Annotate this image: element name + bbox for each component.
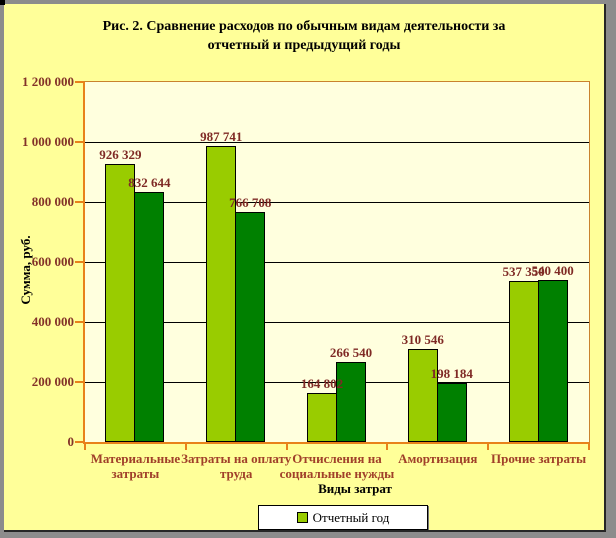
bar[interactable] <box>436 382 467 442</box>
category-label: Материальные затраты <box>90 451 181 481</box>
bar-value-label: 310 546 <box>401 331 444 347</box>
bar-value-label: 926 329 <box>99 147 142 163</box>
y-axis-title: Сумма, руб. <box>18 235 33 305</box>
bar[interactable] <box>206 145 237 442</box>
bar-value-label: 540 400 <box>531 262 574 278</box>
bar-value-label: 766 708 <box>229 194 272 210</box>
y-axis-tick-mark <box>75 321 84 323</box>
bar-value-label: 198 184 <box>430 365 473 381</box>
legend-label: Отчетный год <box>312 509 390 525</box>
bar[interactable] <box>307 392 337 442</box>
y-axis-tick-label: 800 000 <box>31 194 74 209</box>
x-axis-tick-mark <box>487 444 490 450</box>
y-axis-tick-label: 400 000 <box>31 314 74 329</box>
bar[interactable] <box>508 280 539 442</box>
x-axis-title: Виды затрат <box>318 481 392 496</box>
y-axis-tick-mark <box>75 441 84 443</box>
chart-title-line2: отчетный и предыдущий годы <box>207 38 401 53</box>
y-axis-tick-mark <box>75 81 84 83</box>
gridline <box>85 201 589 203</box>
bar[interactable] <box>407 348 438 442</box>
x-axis-tick-mark <box>588 444 590 450</box>
bar-value-label: 987 741 <box>200 128 243 144</box>
y-axis-tick-label: 1 000 000 <box>22 134 74 149</box>
y-axis-tick-label: 200 000 <box>31 374 74 389</box>
bar[interactable] <box>537 279 568 442</box>
category-label: Затраты на оплату труда <box>181 451 292 481</box>
gridline <box>85 321 589 323</box>
bar[interactable] <box>134 192 165 442</box>
x-axis-tick-mark <box>184 444 187 450</box>
category-label: Прочие затраты <box>490 451 587 466</box>
y-axis-tick-label: 1 200 000 <box>22 74 74 89</box>
legend-marker-icon <box>296 512 308 523</box>
y-axis-tick-label: 600 000 <box>31 254 74 269</box>
bar-value-label: 832 644 <box>128 175 171 191</box>
y-axis-tick-mark <box>75 381 84 383</box>
chart-canvas[interactable]: Рис. 2. Сравнение расходов по обычным ви… <box>4 4 606 532</box>
x-axis-tick-mark <box>285 444 288 450</box>
bar[interactable] <box>235 211 266 442</box>
gridline <box>85 261 589 263</box>
x-axis-tick-mark <box>386 444 389 450</box>
bar[interactable] <box>105 164 136 442</box>
gridline <box>85 141 589 143</box>
selection-handle-icon[interactable] <box>0 0 5 5</box>
y-axis-tick-mark <box>75 201 84 203</box>
category-label: Отчисления на социальные нужды <box>279 451 395 481</box>
category-label: Амортизация <box>398 451 478 466</box>
bar[interactable] <box>336 362 366 442</box>
y-axis-tick-label: 0 <box>67 434 75 449</box>
bar-value-label: 266 540 <box>329 345 373 361</box>
chart-title: Рис. 2. Сравнение расходов по обычным ви… <box>4 17 604 55</box>
legend[interactable]: Отчетный год <box>258 505 428 530</box>
x-axis-tick-mark <box>84 444 86 450</box>
bar-value-label: 164 802 <box>300 375 344 391</box>
chart-title-line1: Рис. 2. Сравнение расходов по обычным ви… <box>102 19 506 34</box>
y-axis-tick-mark <box>75 141 84 143</box>
y-axis-tick-mark <box>75 261 84 263</box>
bar-value-label: 537 350 <box>502 263 545 279</box>
